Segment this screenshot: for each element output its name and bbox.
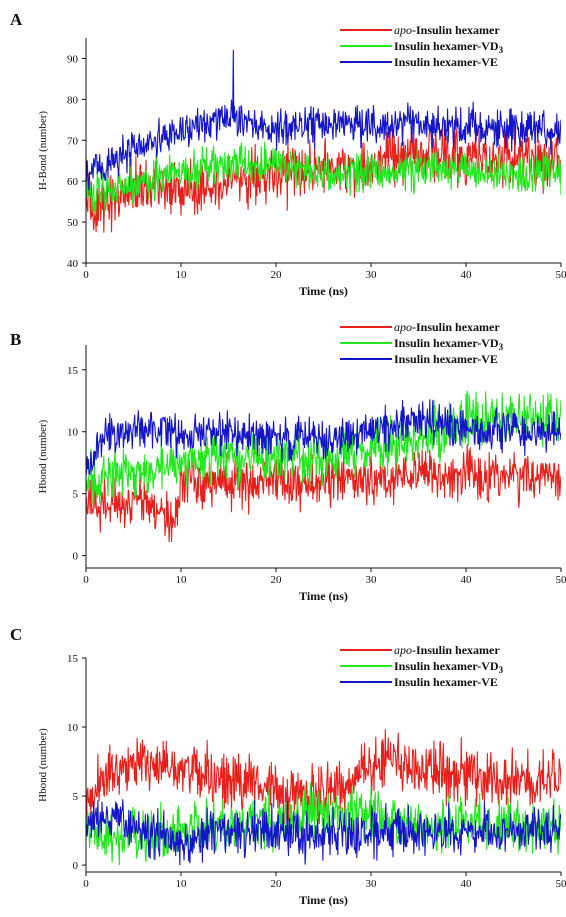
y-tick-label: 15	[67, 365, 79, 377]
x-tick-label: 30	[366, 269, 378, 281]
y-tick-label: 80	[67, 94, 79, 106]
series-line-3	[86, 798, 561, 866]
series-line-3	[86, 49, 561, 191]
y-tick-label: 5	[73, 489, 79, 501]
x-tick-label: 20	[271, 269, 283, 281]
x-axis-title: Time (ns)	[299, 284, 348, 298]
y-tick-label: 0	[73, 551, 79, 563]
legend: apo-Insulin hexamer Insulin hexamer-VD3In…	[340, 643, 504, 689]
y-tick-label: 40	[67, 258, 79, 270]
x-tick-label: 0	[83, 574, 89, 586]
panel-label: A	[10, 10, 23, 29]
x-axis-title: Time (ns)	[299, 893, 348, 907]
legend-label: apo-Insulin hexamer	[394, 643, 500, 657]
y-tick-label: 10	[67, 722, 79, 734]
y-tick-label: 60	[67, 176, 79, 188]
x-tick-label: 40	[461, 878, 473, 890]
panel-label: B	[10, 330, 21, 349]
panel-label: C	[10, 625, 22, 644]
legend-label: Insulin hexamer-VE	[394, 675, 498, 689]
y-axis-title: Hbond (number)	[37, 728, 49, 802]
series-line-1	[86, 443, 561, 543]
x-tick-label: 10	[176, 878, 188, 890]
series-line-3	[86, 399, 561, 477]
series-group	[86, 390, 561, 543]
legend-label: Insulin hexamer-VE	[394, 55, 498, 69]
chart-panel-b: B 0 10 20 30 40 50 0 5 10 15 Time (ns) Hbond (number…	[10, 320, 566, 603]
x-tick-label: 10	[176, 269, 188, 281]
legend-item: Insulin hexamer-VD3	[340, 659, 504, 675]
x-tick-label: 50	[556, 878, 566, 890]
y-axis-title: Hbond (number)	[37, 419, 49, 493]
x-tick-label: 10	[176, 574, 188, 586]
x-tick-label: 40	[461, 574, 473, 586]
chart-panel-c: C 0 10 20 30 40 50 0 5 10 15 Time (ns) Hbond (number…	[10, 625, 566, 907]
x-tick-label: 40	[461, 269, 473, 281]
x-tick-label: 20	[271, 878, 283, 890]
y-tick-label: 10	[67, 427, 79, 439]
legend: apo-Insulin hexamer Insulin hexamer-VD3In…	[340, 23, 504, 69]
legend-item: Insulin hexamer-VE	[340, 55, 498, 69]
y-tick-label: 5	[73, 791, 79, 803]
legend-item: apo-Insulin hexamer	[340, 643, 500, 657]
legend-item: Insulin hexamer-VD3	[340, 39, 504, 55]
y-tick-label: 90	[67, 53, 79, 65]
series-group	[86, 729, 561, 866]
legend-label: apo-Insulin hexamer	[394, 320, 500, 334]
legend-item: Insulin hexamer-VE	[340, 675, 498, 689]
legend-label: Insulin hexamer-VD3	[394, 39, 504, 55]
legend-label: Insulin hexamer-VE	[394, 352, 498, 366]
legend-item: apo-Insulin hexamer	[340, 23, 500, 37]
x-axis-title: Time (ns)	[299, 589, 348, 603]
y-tick-label: 70	[67, 135, 79, 147]
y-axis-title: H-Bond (number)	[37, 111, 49, 190]
y-tick-label: 0	[73, 860, 79, 872]
x-tick-label: 30	[366, 878, 378, 890]
chart-panel-a: A 0 10 20 30 40 50 40 50 60 70 80 90 Time (ns) H-Bond …	[10, 10, 566, 298]
legend-label: Insulin hexamer-VD3	[394, 659, 504, 675]
x-tick-label: 50	[556, 574, 566, 586]
series-line-1	[86, 729, 561, 825]
legend-item: apo-Insulin hexamer	[340, 320, 500, 334]
y-tick-label: 15	[67, 653, 79, 665]
x-tick-label: 0	[83, 269, 89, 281]
x-tick-label: 0	[83, 878, 89, 890]
x-tick-label: 50	[556, 269, 566, 281]
legend: apo-Insulin hexamer Insulin hexamer-VD3In…	[340, 320, 504, 366]
legend-label: apo-Insulin hexamer	[394, 23, 500, 37]
x-tick-label: 20	[271, 574, 283, 586]
x-tick-label: 30	[366, 574, 378, 586]
series-group	[86, 49, 561, 233]
legend-label: Insulin hexamer-VD3	[394, 336, 504, 352]
y-tick-label: 50	[67, 217, 79, 229]
legend-item: Insulin hexamer-VD3	[340, 336, 504, 352]
legend-item: Insulin hexamer-VE	[340, 352, 498, 366]
series-line-2	[86, 141, 561, 216]
